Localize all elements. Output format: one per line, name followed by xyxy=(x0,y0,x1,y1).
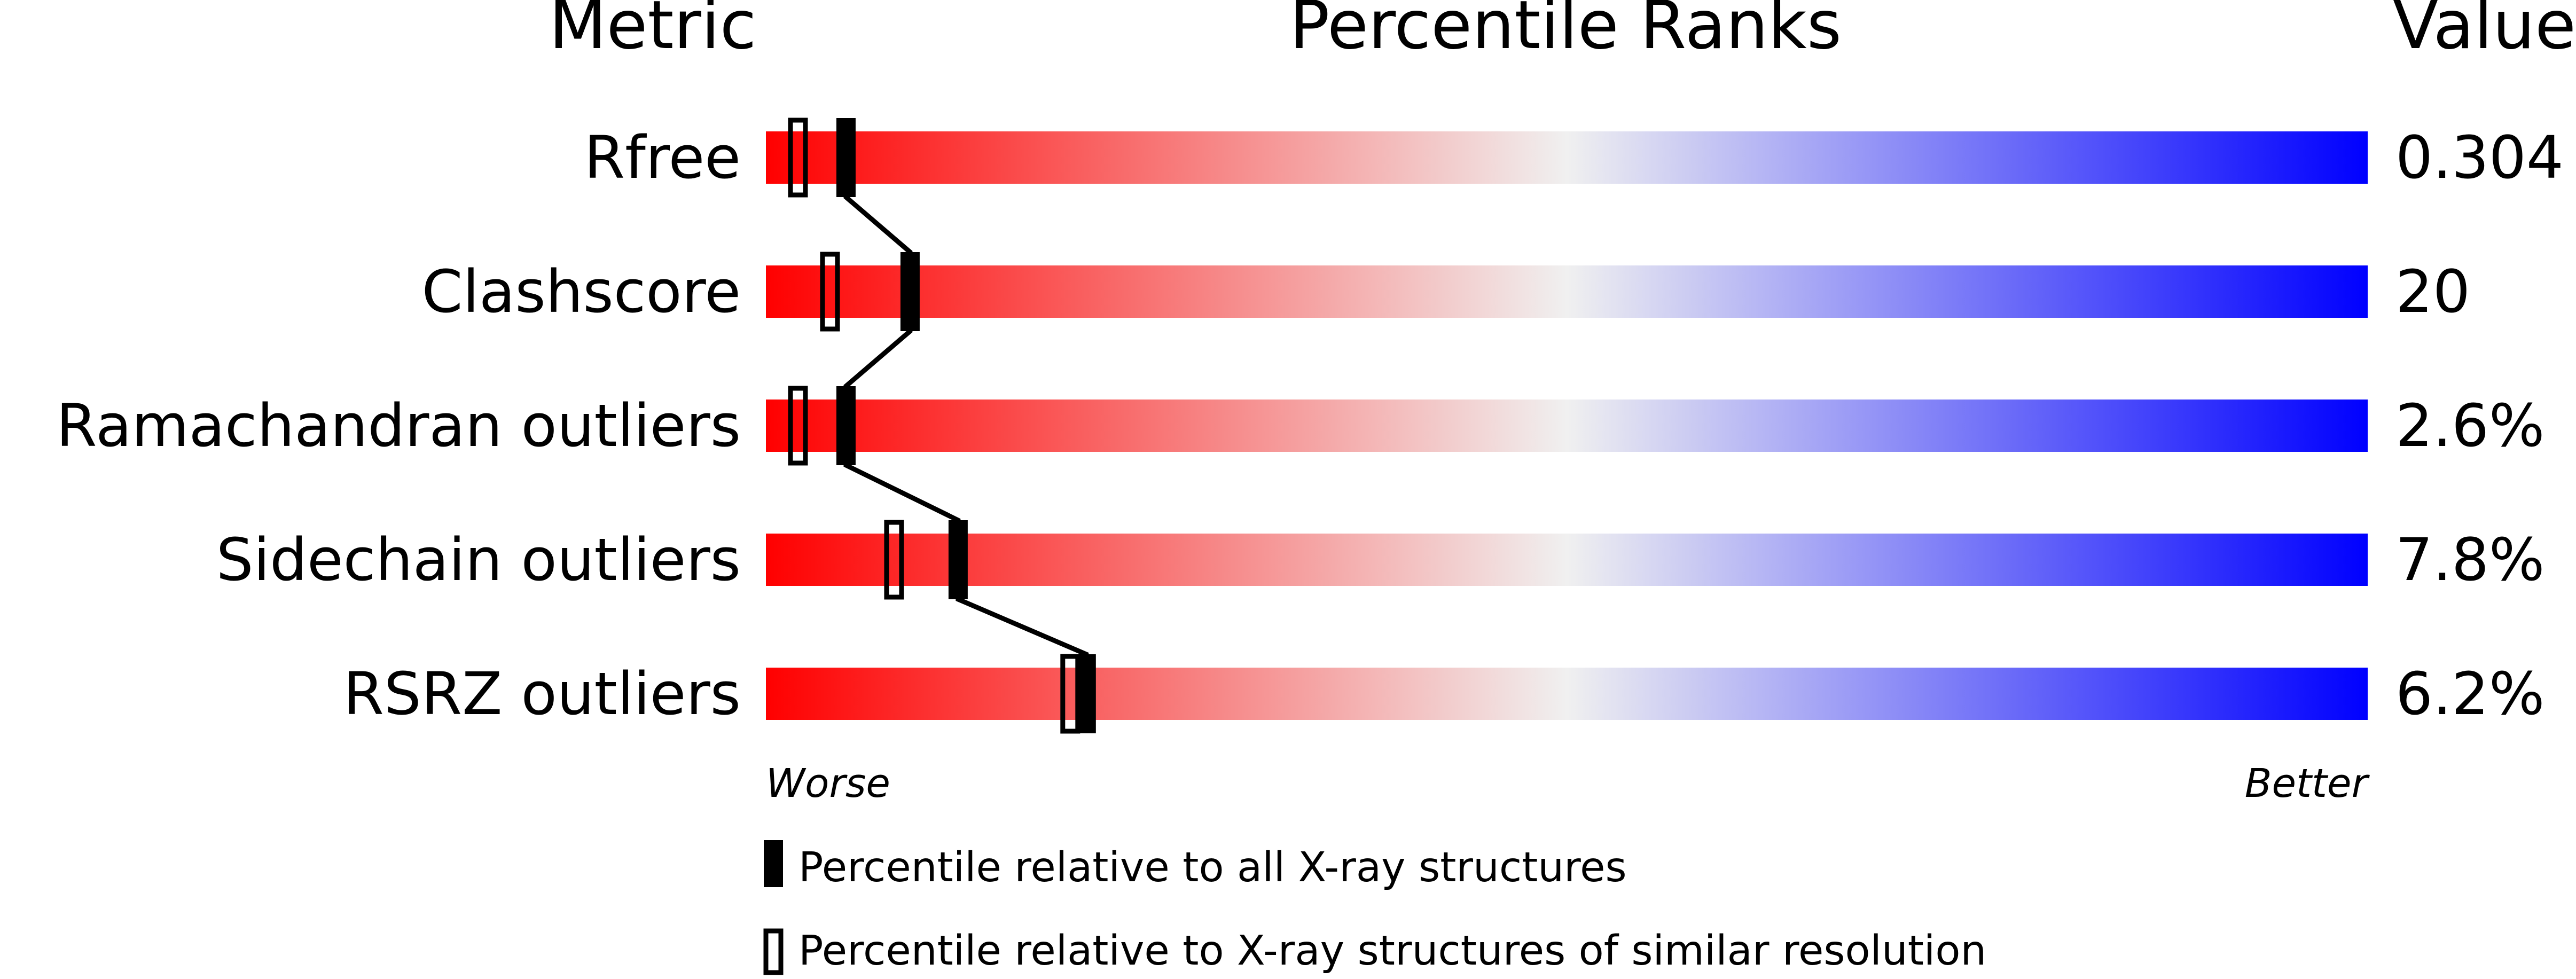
metric-label: Ramachandran outliers xyxy=(56,391,741,460)
better-label: Better xyxy=(2245,761,2370,806)
metric-value: 0.304 xyxy=(2395,123,2564,192)
legend-open-marker-icon xyxy=(763,928,784,975)
legend-label-similar: Percentile relative to X-ray structures … xyxy=(798,927,1986,975)
percentile-bar xyxy=(766,131,2368,184)
header-percentile-ranks: Percentile Ranks xyxy=(1289,0,1842,64)
legend-label-all: Percentile relative to all X-ray structu… xyxy=(798,844,1627,891)
similar-resolution-percentile-marker xyxy=(884,520,904,600)
metric-value: 7.8% xyxy=(2395,526,2544,594)
header-metric: Metric xyxy=(549,0,757,64)
metric-value: 6.2% xyxy=(2395,660,2544,728)
metric-label: Clashscore xyxy=(422,257,741,326)
similar-resolution-percentile-marker xyxy=(788,118,808,198)
percentile-bar xyxy=(766,534,2368,586)
metric-value: 2.6% xyxy=(2395,391,2544,460)
percentile-bar xyxy=(766,400,2368,452)
all-structures-percentile-marker xyxy=(836,386,856,465)
worse-label: Worse xyxy=(766,761,890,806)
metric-label: Sidechain outliers xyxy=(216,526,741,594)
all-structures-percentile-marker xyxy=(948,520,968,599)
all-structures-percentile-marker xyxy=(836,118,856,197)
all-structures-percentile-marker xyxy=(900,252,920,331)
all-structures-percentile-marker xyxy=(1076,654,1096,733)
header-value: Value xyxy=(2393,0,2576,64)
similar-resolution-percentile-marker xyxy=(820,252,840,332)
percentile-bar xyxy=(766,668,2368,720)
metric-value: 20 xyxy=(2395,257,2470,326)
similar-resolution-percentile-marker xyxy=(788,386,808,466)
metric-label: Rfree xyxy=(584,123,741,192)
percentile-bar xyxy=(766,265,2368,318)
legend-filled-marker-icon xyxy=(764,840,783,887)
metric-label: RSRZ outliers xyxy=(343,660,741,728)
